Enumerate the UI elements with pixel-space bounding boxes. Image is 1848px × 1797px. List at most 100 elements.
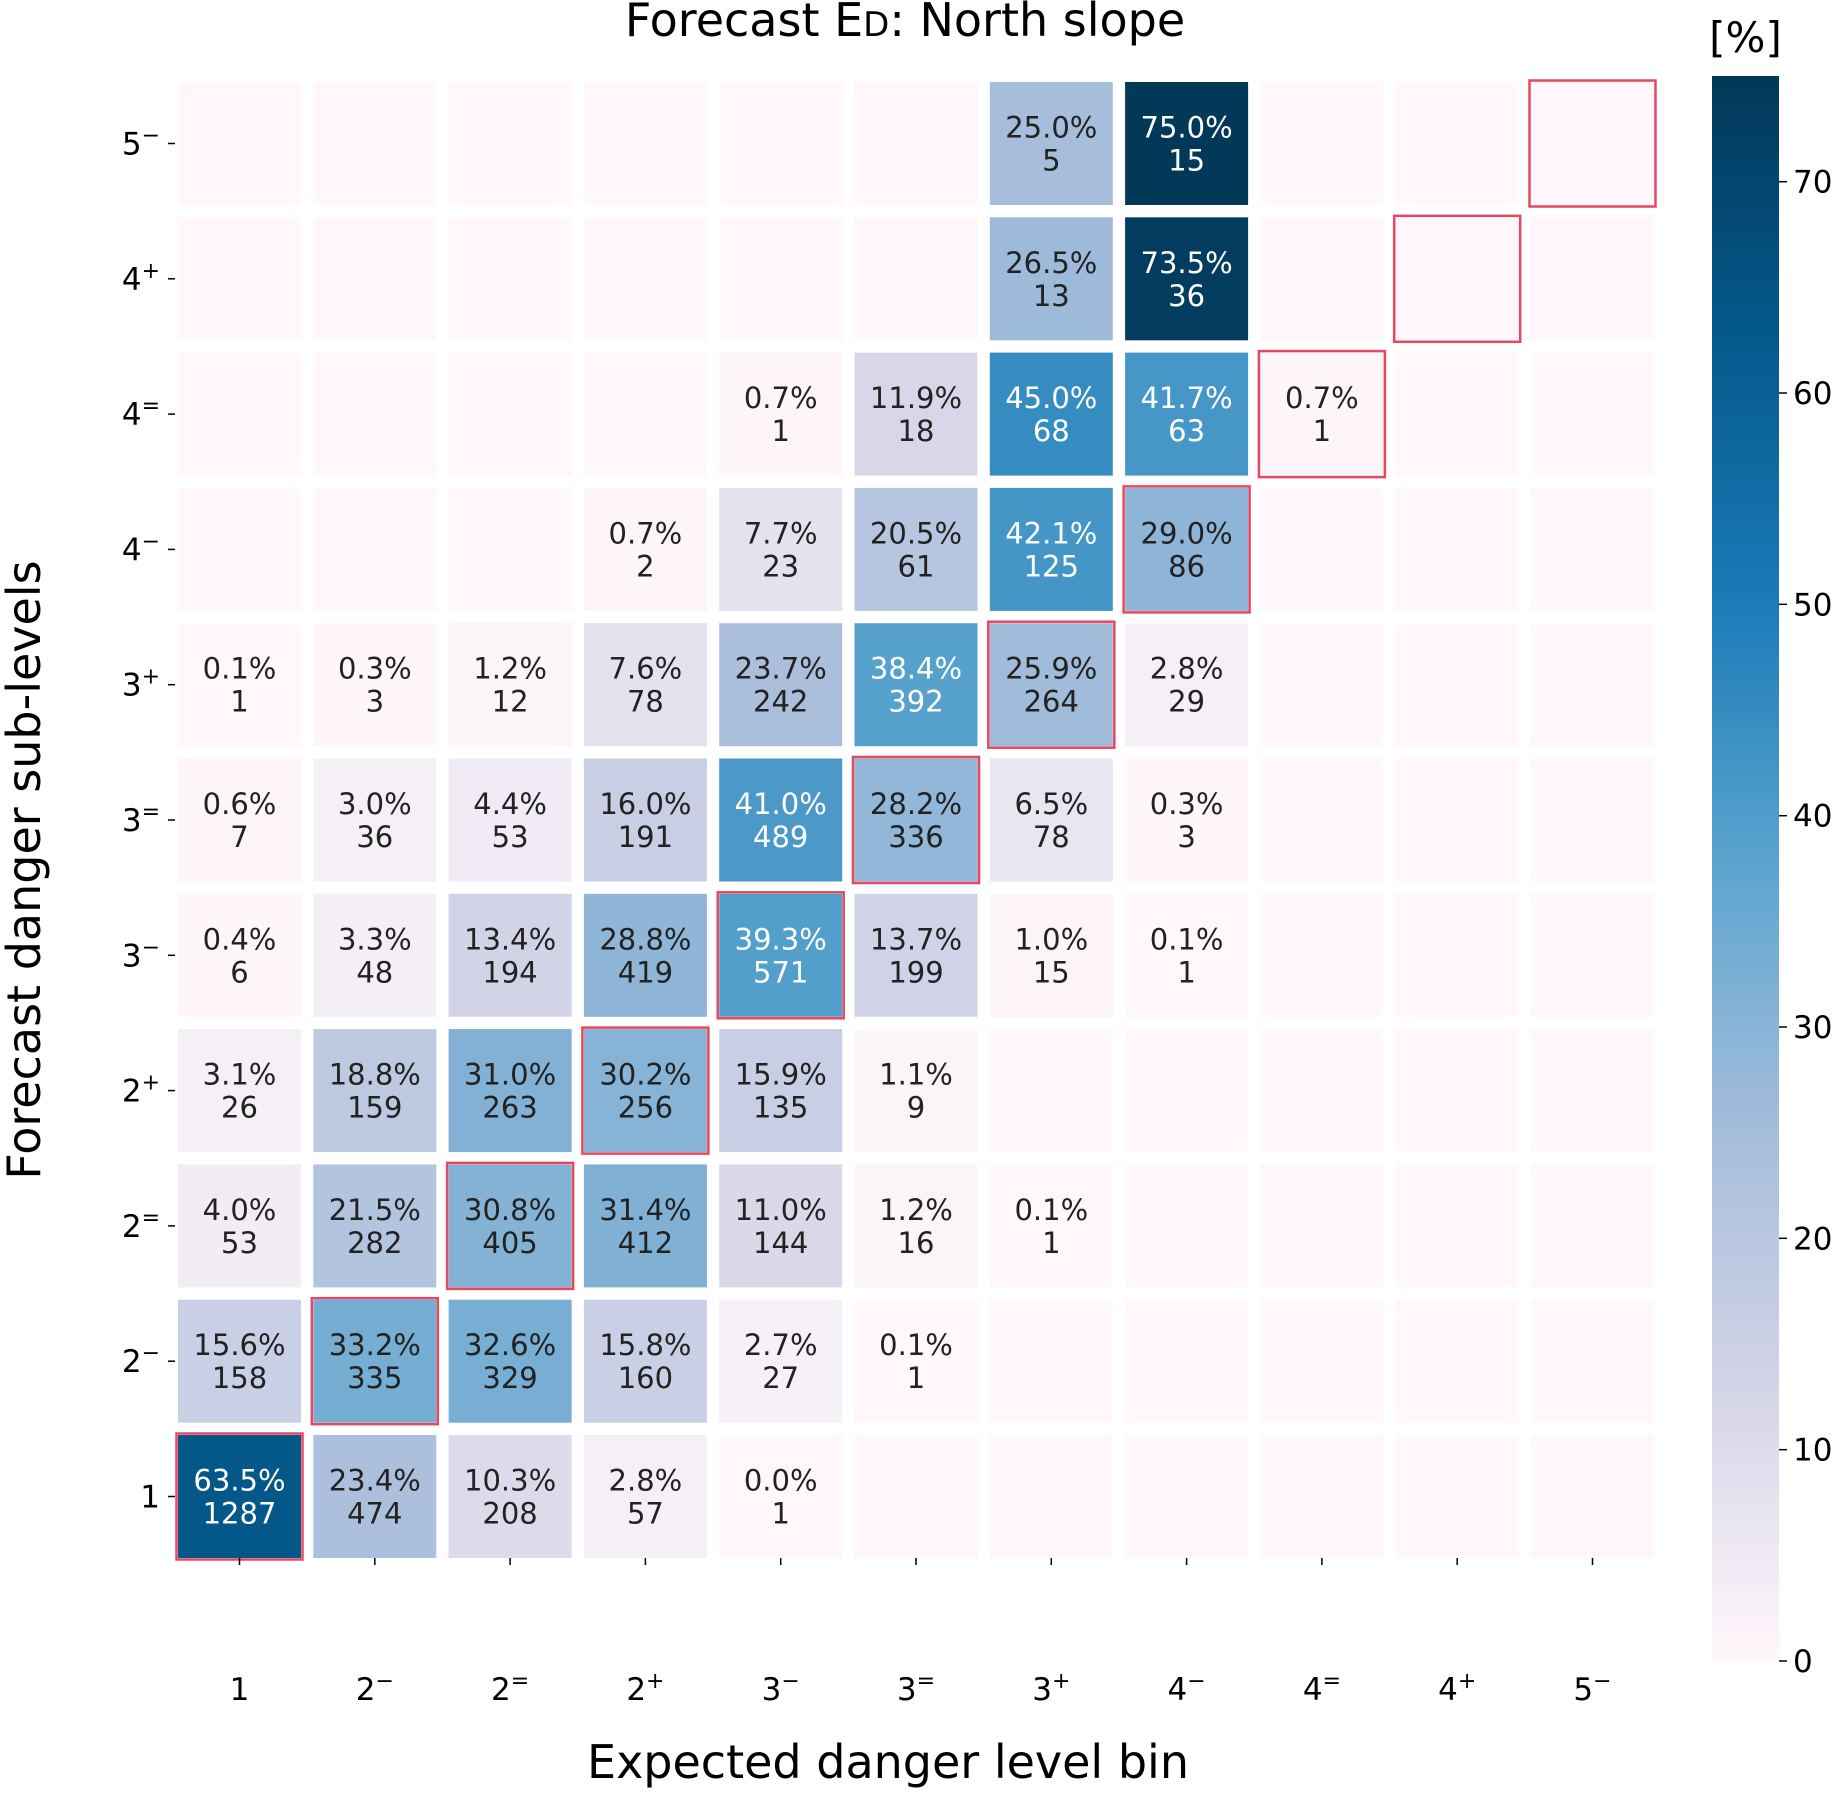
cell-percent-label: 3.0% xyxy=(338,787,412,821)
heatmap-cell: 31.0%263 xyxy=(448,1029,572,1153)
y-tick-label: 2= xyxy=(122,1206,160,1245)
cell-percent-label: 4.0% xyxy=(203,1193,277,1227)
heatmap-cell-fill xyxy=(583,623,707,747)
y-axis-ticks: 5− 4+ 4= 4− 3+ 3= 3− 2+ 2= 2− 1 xyxy=(122,124,175,1516)
cell-percent-label: 0.1% xyxy=(203,652,277,686)
heatmap-cell-fill xyxy=(989,623,1113,747)
cell-count-label: 23 xyxy=(762,549,799,583)
diagonal-highlight-box xyxy=(310,1296,440,1426)
cell-percent-label: 0.1% xyxy=(879,1328,953,1362)
diagonal-highlight-box xyxy=(1392,214,1522,344)
cell-percent-label: 16.0% xyxy=(599,787,691,821)
cell-percent-label: 13.4% xyxy=(464,922,556,956)
heatmap-cell xyxy=(448,487,572,611)
cell-count-label: 13 xyxy=(1033,279,1070,313)
heatmap-cell-fill xyxy=(1395,758,1519,882)
heatmap-cell xyxy=(1395,217,1519,341)
y-tick-label: 5− xyxy=(122,124,160,163)
cell-percent-label: 7.7% xyxy=(744,516,818,550)
cell-percent-label: 15.6% xyxy=(193,1328,285,1362)
heatmap-cell-fill xyxy=(313,1164,437,1288)
heatmap-cell xyxy=(1260,1164,1384,1288)
heatmap-cell: 0.7%1 xyxy=(1260,352,1384,476)
heatmap-cell-fill xyxy=(1125,1435,1249,1558)
x-tick-label: 2− xyxy=(356,1669,394,1708)
heatmap-cell-fill xyxy=(448,623,572,747)
heatmap-cell-fill xyxy=(1531,1435,1654,1558)
heatmap-cell-fill xyxy=(989,352,1113,476)
heatmap-cell: 18.8%159 xyxy=(313,1029,437,1153)
heatmap-cell-fill xyxy=(1531,217,1654,341)
heatmap-cell-fill xyxy=(989,487,1113,611)
heatmap-cell: 2.8%57 xyxy=(583,1435,707,1558)
colorbar-tick-label: 10 xyxy=(1793,1433,1832,1469)
x-tick-label: 4− xyxy=(1168,1669,1206,1708)
cell-count-label: 48 xyxy=(356,955,393,989)
x-tick-label: 1 xyxy=(230,1672,250,1708)
heatmap-cell xyxy=(1260,893,1384,1017)
heatmap-cell-fill xyxy=(1260,487,1384,611)
cell-count-label: 6 xyxy=(230,955,248,989)
heatmap-cell: 3.0%36 xyxy=(313,758,437,882)
y-tick-label: 4+ xyxy=(122,259,160,298)
heatmap-cell: 21.5%282 xyxy=(313,1164,437,1288)
heatmap-cell-fill xyxy=(1531,352,1654,476)
heatmap-cell: 30.8%405 xyxy=(448,1164,572,1288)
cell-percent-label: 0.6% xyxy=(203,787,277,821)
cell-count-label: 194 xyxy=(482,955,537,989)
cell-count-label: 9 xyxy=(907,1091,925,1125)
cell-percent-label: 45.0% xyxy=(1005,381,1097,415)
cell-percent-label: 33.2% xyxy=(329,1328,421,1362)
heatmap-cell-fill xyxy=(1125,758,1249,882)
heatmap-cell: 33.2%335 xyxy=(313,1299,437,1423)
x-tick-label: 3− xyxy=(762,1669,800,1708)
cell-count-label: 3 xyxy=(1177,820,1195,854)
heatmap-cell: 13.4%194 xyxy=(448,893,572,1017)
cell-count-label: 16 xyxy=(898,1226,935,1260)
diagonal-highlight-box xyxy=(716,891,845,1020)
heatmap-cell-fill xyxy=(1531,893,1654,1017)
heatmap-cell xyxy=(1531,1029,1654,1153)
cell-count-label: 125 xyxy=(1024,549,1079,583)
heatmap-cell: 63.5%1287 xyxy=(178,1435,301,1558)
cell-count-label: 1 xyxy=(771,414,789,448)
cell-percent-label: 7.6% xyxy=(609,652,683,686)
heatmap-cell-fill xyxy=(1125,1029,1249,1153)
cell-count-label: 1 xyxy=(1177,955,1195,989)
heatmap-cell-fill xyxy=(1531,82,1654,205)
heatmap-cell: 31.4%412 xyxy=(583,1164,707,1288)
cell-percent-label: 63.5% xyxy=(193,1464,285,1498)
heatmap-cell-fill xyxy=(854,487,978,611)
heatmap-cell: 75.0%15 xyxy=(1125,82,1249,205)
cell-count-label: 412 xyxy=(618,1226,673,1260)
heatmap-cell xyxy=(178,352,301,476)
colorbar-tick-label: 0 xyxy=(1793,1644,1813,1680)
heatmap-cell xyxy=(1260,623,1384,747)
heatmap-cell-fill xyxy=(313,623,437,747)
cell-count-label: 191 xyxy=(618,820,673,854)
heatmap-cell-fill xyxy=(719,1435,843,1558)
heatmap-cell-fill xyxy=(583,758,707,882)
colorbar: [%] 0 10 20 30 40 50 60 70 xyxy=(1709,13,1832,1680)
heatmap-cell-fill xyxy=(583,487,707,611)
cell-count-label: 15 xyxy=(1033,955,1070,989)
cell-percent-label: 6.5% xyxy=(1014,787,1088,821)
heatmap-cell-fill xyxy=(1395,487,1519,611)
heatmap-cell-fill xyxy=(448,352,572,476)
heatmap-cell xyxy=(719,217,843,341)
heatmap-cell: 15.6%158 xyxy=(178,1299,301,1423)
heatmap-cell: 2.8%29 xyxy=(1125,623,1249,747)
heatmap-cell-fill xyxy=(854,1435,978,1558)
heatmap-cell: 2.7%27 xyxy=(719,1299,843,1423)
heatmap-cell xyxy=(448,217,572,341)
heatmap-cell-fill xyxy=(448,893,572,1017)
heatmap-cell xyxy=(1395,893,1519,1017)
heatmap-cell-fill xyxy=(1395,1164,1519,1288)
heatmap-cell-fill xyxy=(313,487,437,611)
heatmap-cell-fill xyxy=(1260,623,1384,747)
cell-percent-label: 2.7% xyxy=(744,1328,818,1362)
cell-percent-label: 1.2% xyxy=(473,652,547,686)
heatmap-cell-fill xyxy=(313,1299,437,1423)
heatmap-cell: 0.3%3 xyxy=(313,623,437,747)
cell-count-label: 264 xyxy=(1024,685,1079,719)
